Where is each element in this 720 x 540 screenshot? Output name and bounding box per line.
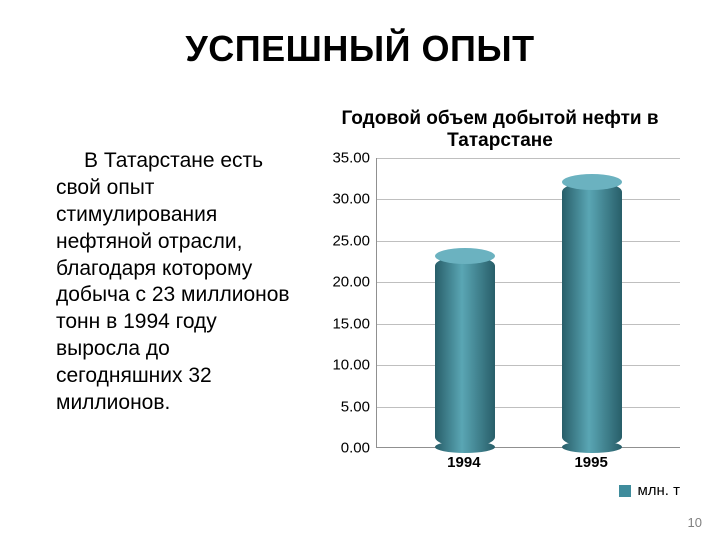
chart: Годовой объем добытой нефти в Татарстане…	[310, 108, 690, 448]
gridline	[377, 241, 680, 242]
slide: УСПЕШНЫЙ ОПЫТ В Татарстане есть свой опы…	[0, 0, 720, 540]
gridline	[377, 324, 680, 325]
chart-title: Годовой объем добытой нефти в Татарстане	[310, 108, 690, 152]
y-tick-label: 0.00	[318, 440, 370, 457]
y-axis-labels: 0.005.0010.0015.0020.0025.0030.0035.00	[318, 158, 370, 448]
y-tick-label: 20.00	[318, 274, 370, 291]
plot-area	[376, 158, 680, 448]
page-number: 10	[688, 515, 702, 530]
y-tick-label: 10.00	[318, 357, 370, 374]
y-tick-label: 15.00	[318, 315, 370, 332]
gridline	[377, 365, 680, 366]
body-text: В Татарстане есть свой опыт стимулирован…	[56, 148, 294, 417]
bar	[435, 256, 495, 447]
gridline	[377, 282, 680, 283]
gridline	[377, 407, 680, 408]
legend-item: млн. т	[619, 482, 680, 499]
y-tick-label: 5.00	[318, 398, 370, 415]
y-tick-label: 35.00	[318, 150, 370, 167]
x-tick-label: 1994	[447, 454, 480, 471]
gridline	[377, 199, 680, 200]
bar	[562, 182, 622, 447]
chart-plot: 0.005.0010.0015.0020.0025.0030.0035.00 1…	[320, 158, 680, 448]
y-tick-label: 25.00	[318, 232, 370, 249]
y-tick-label: 30.00	[318, 191, 370, 208]
slide-title: УСПЕШНЫЙ ОПЫТ	[0, 28, 720, 70]
gridline	[377, 158, 680, 159]
chart-legend: млн. т	[376, 482, 680, 502]
x-tick-label: 1995	[574, 454, 607, 471]
legend-label: млн. т	[637, 482, 680, 499]
legend-swatch	[619, 485, 631, 497]
x-axis-labels: 1994 1995	[376, 448, 680, 472]
